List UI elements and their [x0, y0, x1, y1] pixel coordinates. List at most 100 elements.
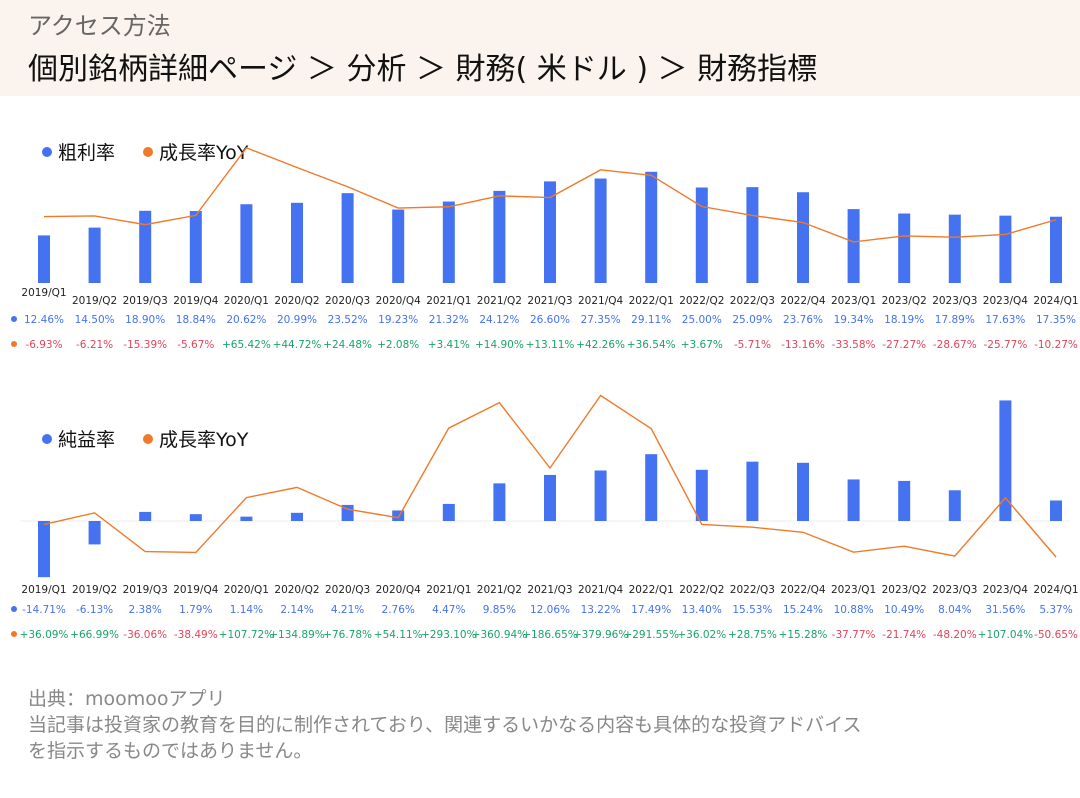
bar-2021/Q2: [493, 190, 506, 283]
category-label: 2022/Q3: [730, 584, 775, 596]
growth-value-label: -6.21%: [76, 339, 113, 351]
rate-value-label: 19.23%: [378, 314, 418, 326]
legend-growth-yoy: 成長率YoY: [159, 142, 249, 164]
category-label: 2024/Q1: [1033, 584, 1078, 596]
growth-value-label: -13.16%: [781, 339, 825, 351]
growth-value-label: -37.77%: [832, 629, 876, 641]
rate-value-label: 27.35%: [581, 314, 621, 326]
growth-value-label: +36.54%: [627, 339, 676, 351]
category-label: 2019/Q1: [21, 584, 66, 596]
category-label: 2020/Q1: [224, 584, 269, 596]
bar-2019/Q4: [189, 514, 202, 521]
rate-row-dot: [11, 606, 17, 612]
rate-value-label: 18.19%: [884, 314, 924, 326]
rate-value-label: 23.76%: [783, 314, 823, 326]
bar-2021/Q4: [594, 470, 607, 521]
category-label: 2022/Q4: [780, 584, 826, 596]
bar-2020/Q2: [291, 202, 303, 283]
growth-value-label: -5.67%: [177, 339, 214, 351]
category-label: 2023/Q3: [932, 584, 977, 596]
bar-2022/Q4: [797, 462, 809, 521]
bar-2019/Q3: [139, 511, 152, 521]
category-label: 2023/Q1: [831, 295, 876, 307]
growth-value-label: +65.42%: [222, 339, 271, 351]
rate-value-label: 1.79%: [179, 604, 212, 616]
bar-2022/Q2: [695, 469, 708, 521]
rate-value-label: 18.90%: [125, 314, 165, 326]
rate-value-label: 15.24%: [783, 604, 823, 616]
bar-2019/Q1: [38, 521, 50, 578]
bar-2020/Q3: [341, 193, 354, 283]
growth-value-label: -25.77%: [983, 339, 1027, 351]
category-label: 2021/Q4: [578, 584, 624, 596]
growth-value-label: -15.39%: [123, 339, 167, 351]
rate-value-label: 20.62%: [226, 314, 266, 326]
rate-value-label: 13.40%: [682, 604, 722, 616]
category-label: 2021/Q2: [477, 295, 522, 307]
bar-2021/Q2: [493, 483, 506, 521]
category-label: 2023/Q3: [932, 295, 977, 307]
bar-2023/Q4: [999, 400, 1012, 521]
growth-value-label: -21.74%: [882, 629, 926, 641]
rate-value-label: 4.47%: [432, 604, 465, 616]
growth-value-label: +36.09%: [20, 629, 69, 641]
category-label: 2023/Q2: [882, 584, 927, 596]
category-label: 2020/Q2: [274, 584, 319, 596]
category-label: 2021/Q1: [426, 584, 471, 596]
rate-value-label: 1.14%: [230, 604, 263, 616]
rate-value-label: -14.71%: [22, 604, 66, 616]
rate-value-label: 29.11%: [631, 314, 671, 326]
bar-2019/Q1: [38, 235, 50, 283]
category-label: 2019/Q2: [72, 295, 117, 307]
category-label: 2021/Q3: [527, 295, 572, 307]
growth-value-label: +36.02%: [677, 629, 726, 641]
legend-growth-yoy: 成長率YoY: [159, 429, 249, 451]
rate-value-label: 2.14%: [280, 604, 313, 616]
category-label: 2019/Q3: [123, 295, 168, 307]
growth-value-label: +107.04%: [978, 629, 1034, 641]
disclaimer-line-1: 当記事は投資家の教育を目的に制作されており、関連するいかなる内容も具体的な投資ア…: [28, 714, 862, 736]
legend-dot-orange: [143, 433, 154, 444]
growth-row-dot: [11, 341, 17, 347]
bar-2020/Q4: [392, 209, 405, 283]
bar-2019/Q2: [88, 227, 101, 283]
rate-value-label: 2.38%: [129, 604, 162, 616]
rate-value-label: 19.34%: [834, 314, 874, 326]
rate-value-label: 24.12%: [479, 314, 519, 326]
category-label: 2023/Q4: [983, 584, 1029, 596]
rate-value-label: 20.99%: [277, 314, 317, 326]
bar-2021/Q3: [544, 474, 556, 521]
growth-value-label: -10.27%: [1034, 339, 1078, 351]
category-label: 2022/Q4: [780, 295, 826, 307]
growth-value-label: +28.75%: [728, 629, 777, 641]
legend-gross-margin: 粗利率: [58, 142, 116, 164]
rate-value-label: 5.37%: [1039, 604, 1072, 616]
bar-2023/Q1: [847, 209, 860, 283]
access-method-label: アクセス方法: [28, 12, 171, 40]
rate-value-label: 4.21%: [331, 604, 364, 616]
category-label: 2019/Q3: [123, 584, 168, 596]
growth-value-label: -36.06%: [123, 629, 167, 641]
rate-value-label: 23.52%: [328, 314, 368, 326]
footer: 出典：moomooアプリ 当記事は投資家の教育を目的に制作されており、関連するい…: [28, 686, 1058, 764]
category-label: 2020/Q3: [325, 295, 370, 307]
bar-2022/Q3: [746, 461, 759, 521]
bar-2020/Q3: [341, 504, 354, 521]
category-label: 2021/Q2: [477, 584, 522, 596]
bar-2021/Q1: [442, 503, 455, 521]
rate-value-label: 17.89%: [935, 314, 975, 326]
legend-dot-orange: [143, 146, 154, 157]
bar-2020/Q2: [291, 512, 303, 521]
bar-2021/Q4: [594, 178, 607, 283]
growth-value-label: -48.20%: [933, 629, 977, 641]
growth-value-label: +42.26%: [576, 339, 625, 351]
bar-2024/Q1: [1050, 500, 1062, 521]
growth-value-label: +3.67%: [681, 339, 723, 351]
rate-row-dot: [11, 316, 17, 322]
bar-2019/Q3: [139, 210, 152, 283]
category-label: 2022/Q3: [730, 295, 775, 307]
category-label: 2021/Q1: [426, 295, 471, 307]
growth-value-label: -27.27%: [882, 339, 926, 351]
category-label: 2023/Q1: [831, 584, 876, 596]
rate-value-label: 10.88%: [834, 604, 874, 616]
